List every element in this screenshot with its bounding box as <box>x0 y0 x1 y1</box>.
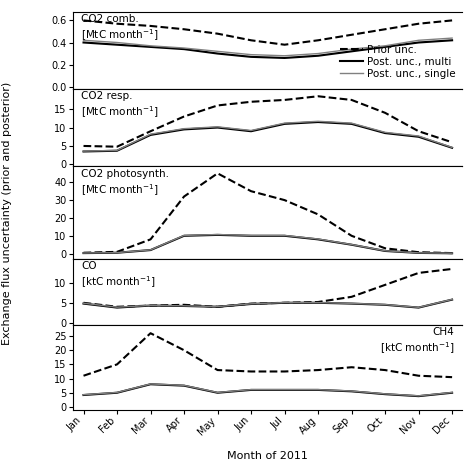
Text: CO2 comb.
[MtC month$^{-1}$]: CO2 comb. [MtC month$^{-1}$] <box>81 14 159 43</box>
Text: CO2 photosynth.
[MtC month$^{-1}$]: CO2 photosynth. [MtC month$^{-1}$] <box>81 169 169 198</box>
Text: CH4
[ktC month$^{-1}$]: CH4 [ktC month$^{-1}$] <box>380 327 455 357</box>
Text: CO
[ktC month$^{-1}$]: CO [ktC month$^{-1}$] <box>81 261 156 290</box>
Text: Exchange flux uncertainty (prior and posterior): Exchange flux uncertainty (prior and pos… <box>2 81 12 344</box>
Text: Month of 2011: Month of 2011 <box>228 450 308 461</box>
Text: CO2 resp.
[MtC month$^{-1}$]: CO2 resp. [MtC month$^{-1}$] <box>81 91 159 120</box>
Legend: Prior unc., Post. unc., multi, Post. unc., single: Prior unc., Post. unc., multi, Post. unc… <box>339 44 457 80</box>
